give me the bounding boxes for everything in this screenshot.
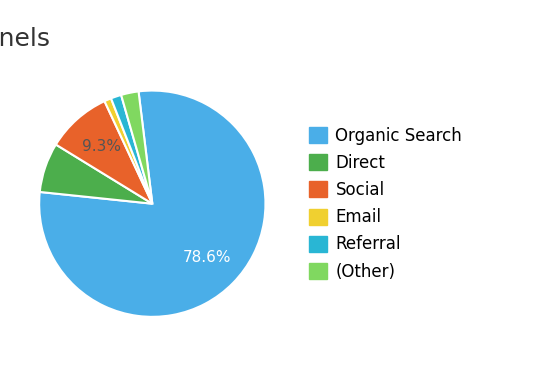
Wedge shape xyxy=(56,101,152,204)
Text: 9.3%: 9.3% xyxy=(82,139,121,154)
Legend: Organic Search, Direct, Social, Email, Referral, (Other): Organic Search, Direct, Social, Email, R… xyxy=(302,120,469,287)
Text: Top Channels: Top Channels xyxy=(0,27,50,50)
Wedge shape xyxy=(39,90,265,317)
Wedge shape xyxy=(40,145,152,204)
Wedge shape xyxy=(121,92,152,204)
Text: 78.6%: 78.6% xyxy=(183,250,231,265)
Wedge shape xyxy=(111,95,152,204)
Wedge shape xyxy=(104,98,152,204)
